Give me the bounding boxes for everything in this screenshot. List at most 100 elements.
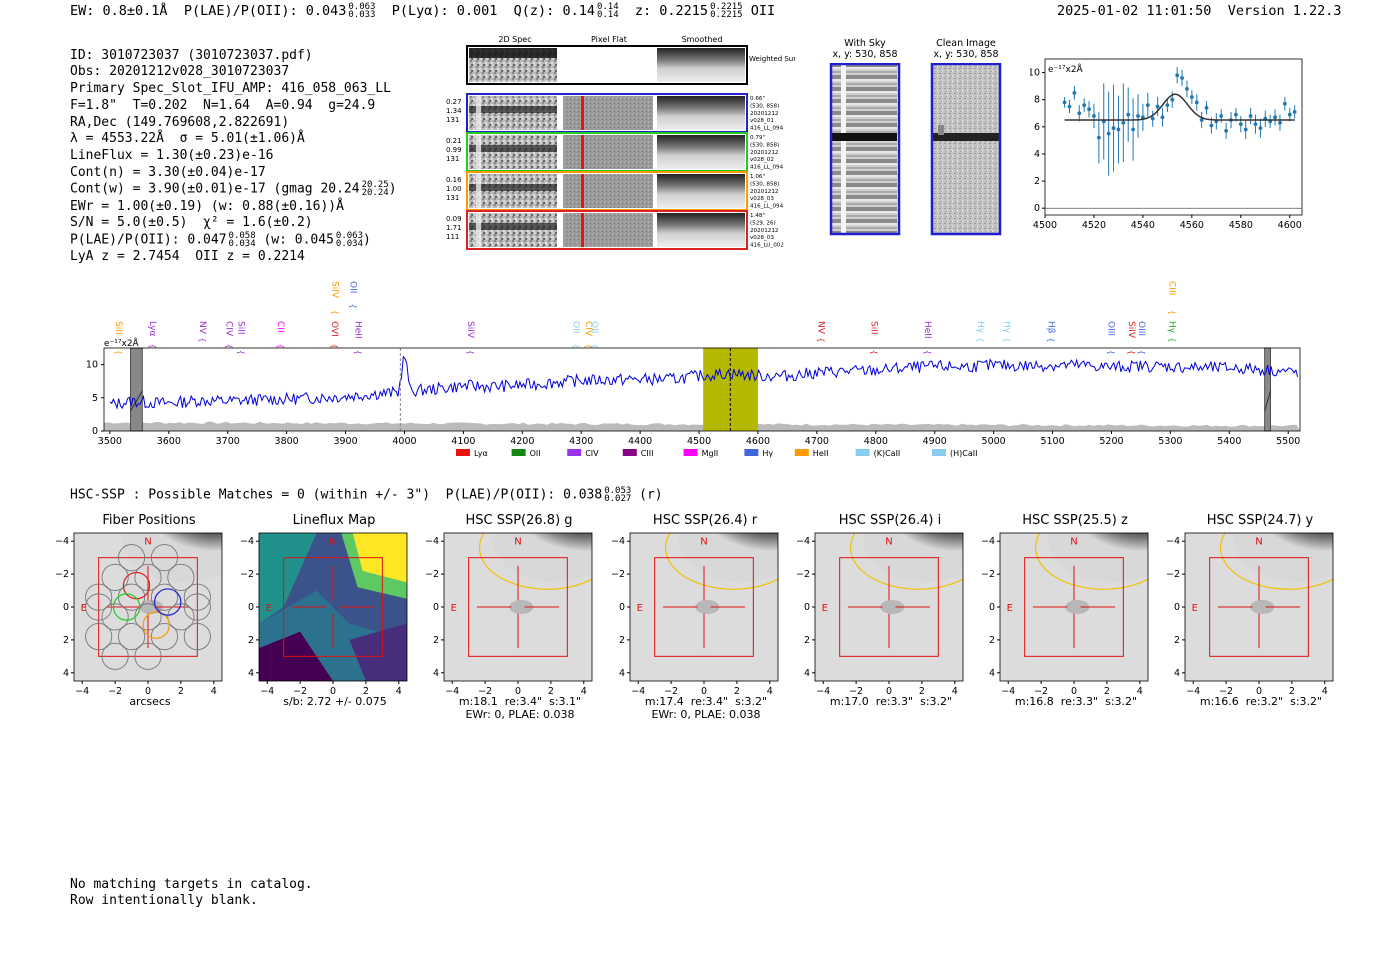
x-tick-label: −4 [816,686,830,697]
fit-data-point [1273,115,1277,120]
legend-label: MgII [702,449,719,458]
y-tick-label: 4 [1174,668,1180,679]
north-label: N [329,537,336,548]
y-tick-gutter: 4 2 0 −2 −4 [55,536,74,679]
fit-data-point [1136,114,1140,118]
x-tick-label: −4 [1186,686,1200,697]
cutout-right-value: (530, 858) [750,103,779,109]
svg-text:{: { [148,344,157,349]
hsc-panel-band: N E −4 −2 0 2 4 [443,532,593,697]
svg-text:{: { [1046,337,1055,342]
fit-data-point [1062,100,1067,105]
spectral-line-label: CIV { [224,321,234,349]
east-label: E [637,603,643,614]
x-tick-label: 4 [1322,686,1328,697]
header-summary: EW: 0.8±0.1Å P(LAE)/P(OII): 0.043 0.063 0.… [70,2,776,20]
target-source [880,600,905,614]
fit-data-point [1224,128,1229,133]
cutout-pixelflat [563,213,653,247]
svg-text:OVI: OVI [329,321,339,337]
svg-text:{: { [1137,350,1146,355]
y-tick-label: 0 [1174,602,1180,613]
fiber-circle [150,623,179,651]
svg-text:{: { [225,344,234,349]
y-tick-label: 2 [804,635,810,646]
fit-x-tick-label: 4500 [1033,220,1057,231]
cutout-left-value: 131 [446,155,459,163]
hsc-panel-caption: m:16.6 re:3.2" s:3.2" [1199,695,1323,708]
svg-text:SiII: SiII [869,321,879,335]
svg-text:HeII: HeII [922,321,932,339]
y-tick-label: 2 [619,635,625,646]
hsc-panel-title: HSC SSP(24.7) y [1206,513,1314,528]
spectral-line-label: SiIV { [1126,321,1136,355]
y-tick-label: 0 [433,602,439,613]
hsc-panel-caption: s/b: 2.72 +/- 0.075 [283,695,387,708]
legend-swatch [683,449,698,456]
redshift-value: z: 0.2215 [634,3,709,19]
legend-label: (H)CaII [950,449,977,458]
legend-swatch [932,449,946,456]
y-tick-label: −2 [796,569,810,580]
x-tick-label: −4 [445,686,459,697]
spectrum-y-tick-label: 5 [92,393,98,404]
fit-data-point [1141,115,1145,120]
fit-y-tick-label: 6 [1034,122,1040,133]
y-tick-label: 4 [804,668,810,679]
aperture-ellipse [849,533,963,590]
cutout-right-value: v028_03 [750,235,774,241]
x-tick-label: 0 [886,686,892,697]
cutout-right-value: v028_03 [750,196,774,202]
svg-text:OII: OII [347,281,357,293]
x-tick-label: 2 [919,686,925,697]
clean-image [933,65,999,233]
svg-text:Hγ: Hγ [1166,321,1176,334]
fit-data-point [1155,104,1160,109]
cutout-smoothed [657,174,745,208]
hsc-panel-title: Fiber Positions [102,513,196,528]
spectrum-x-tick-label: 4600 [746,436,770,447]
fit-x-tick-label: 4560 [1180,220,1204,231]
east-label: E [822,603,828,614]
spectral-line-label: Hγ { [1166,321,1176,342]
info-line: P(LAE)/P(OII): 0.047 0.058 0.034 (w: 0.045… [70,230,371,249]
fiber-circle [183,583,211,611]
fiber-highlight [154,588,182,616]
spectral-line-label: HeII { [922,321,932,355]
fit-data-point [1204,105,1209,110]
target-source [509,600,534,614]
cutout-left-value: 0.99 [446,146,462,154]
spectral-line-label: OII { [347,281,357,309]
cutout-right-value: 1.06" [750,174,765,180]
spectrum-axes-frame [103,347,1301,432]
x-tick-label: 0 [515,686,521,697]
svg-text:{: { [198,337,207,342]
full-spectrum-chart: SiII{Lyα{NV{CIV{SiII{CII{OVI{HeII{SiIV{O… [86,281,1301,458]
ew-value: EW: 0.8±0.1Å [70,3,168,19]
legend-swatch [567,449,582,456]
y-tick-gutter: 4 2 0 −2 −4 [240,536,259,679]
fit-data-point [1160,115,1165,120]
fit-y-unit: e⁻¹⁷x2Å [1048,63,1084,75]
legend-swatch [511,449,526,456]
fit-data-point [1111,126,1116,131]
hsc-panel-lineflux: N E −4 −2 0 2 4 [258,532,408,697]
hsc-panel-title: HSC SSP(26.4) i [838,513,942,528]
hsc-panel-band: N E −4 −2 0 2 4 [1184,532,1334,697]
search-box [468,557,568,657]
spectral-line-label: Hβ { [1045,321,1055,342]
fit-data-point [1234,112,1238,117]
y-tick-label: −4 [611,536,625,547]
version-label: Version 1.22.3 [1227,3,1342,19]
spectral-line-label: NV { [816,321,826,342]
x-tick-label: −2 [478,686,492,697]
fit-data-point [1287,112,1292,117]
clean-image-frame [930,63,1002,236]
spectrum-x-tick-label: 4100 [451,436,475,447]
hsc-panel-caption: EWr: 0, PLAE: 0.038 [465,708,575,721]
svg-text:{: { [976,337,985,342]
cutout-row-frame [466,210,748,250]
svg-text:{: { [466,350,475,355]
north-label: N [514,537,521,548]
x-tick-label: 2 [178,686,184,697]
